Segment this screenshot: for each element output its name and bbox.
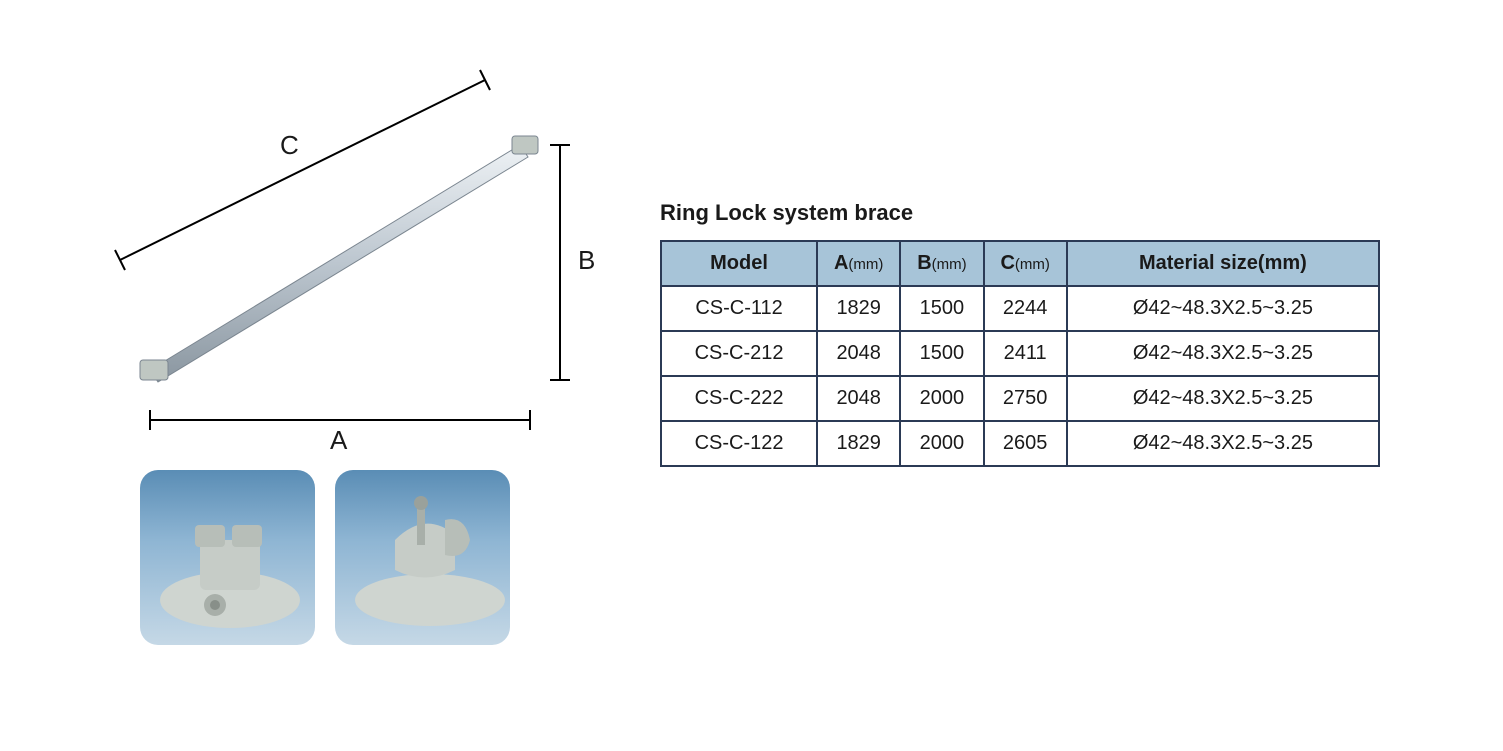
thumbnail-row	[140, 470, 600, 645]
table-row: CS-C-212 2048 1500 2411 Ø42~48.3X2.5~3.2…	[661, 331, 1379, 376]
clamp-svg-2	[335, 470, 510, 645]
col-header-b-unit: (mm)	[932, 256, 967, 273]
spec-panel: Ring Lock system brace Model A(mm) B(mm)…	[660, 200, 1380, 467]
cell-b: 2000	[900, 376, 983, 421]
cell-material: Ø42~48.3X2.5~3.25	[1067, 331, 1379, 376]
col-header-model: Model	[661, 241, 817, 286]
thumbnail-clamp-2	[335, 470, 510, 645]
cell-material: Ø42~48.3X2.5~3.25	[1067, 421, 1379, 466]
cell-material: Ø42~48.3X2.5~3.25	[1067, 376, 1379, 421]
cell-model: CS-C-212	[661, 331, 817, 376]
col-header-c-prefix: C	[1000, 252, 1014, 274]
col-header-b-prefix: B	[917, 252, 931, 274]
cell-b: 1500	[900, 331, 983, 376]
cell-b: 2000	[900, 421, 983, 466]
table-row: CS-C-122 1829 2000 2605 Ø42~48.3X2.5~3.2…	[661, 421, 1379, 466]
table-row: CS-C-112 1829 1500 2244 Ø42~48.3X2.5~3.2…	[661, 286, 1379, 331]
cell-b: 1500	[900, 286, 983, 331]
table-row: CS-C-222 2048 2000 2750 Ø42~48.3X2.5~3.2…	[661, 376, 1379, 421]
dim-label-c: C	[280, 130, 299, 161]
dim-label-b: B	[578, 245, 595, 276]
brace-diagram: C B A	[80, 60, 600, 460]
cell-c: 2605	[984, 421, 1067, 466]
cell-a: 1829	[817, 421, 900, 466]
cell-material: Ø42~48.3X2.5~3.25	[1067, 286, 1379, 331]
col-header-a-prefix: A	[834, 252, 848, 274]
cell-model: CS-C-122	[661, 421, 817, 466]
cell-a: 1829	[817, 286, 900, 331]
dim-label-a: A	[330, 425, 347, 456]
cell-c: 2411	[984, 331, 1067, 376]
spec-table: Model A(mm) B(mm) C(mm) Material size(mm…	[660, 240, 1380, 467]
table-title: Ring Lock system brace	[660, 200, 1380, 226]
col-header-c: C(mm)	[984, 241, 1067, 286]
col-header-material: Material size(mm)	[1067, 241, 1379, 286]
col-header-a: A(mm)	[817, 241, 900, 286]
thumbnail-clamp-1	[140, 470, 315, 645]
cell-c: 2244	[984, 286, 1067, 331]
col-header-b: B(mm)	[900, 241, 983, 286]
cell-a: 2048	[817, 376, 900, 421]
cell-c: 2750	[984, 376, 1067, 421]
cell-model: CS-C-222	[661, 376, 817, 421]
cell-a: 2048	[817, 331, 900, 376]
clamp-svg-1	[140, 470, 315, 645]
cell-model: CS-C-112	[661, 286, 817, 331]
diagram-panel: C B A	[80, 60, 600, 645]
col-header-a-unit: (mm)	[848, 256, 883, 273]
brace-svg	[80, 60, 600, 460]
table-header-row: Model A(mm) B(mm) C(mm) Material size(mm…	[661, 241, 1379, 286]
col-header-c-unit: (mm)	[1015, 256, 1050, 273]
